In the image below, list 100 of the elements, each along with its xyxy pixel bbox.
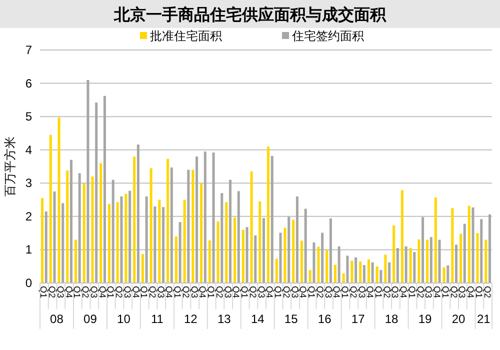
chart-title: 北京一手商品住宅供应面积与成交面积	[113, 5, 387, 24]
bar	[133, 156, 136, 283]
text: 09	[84, 312, 98, 326]
bar	[451, 208, 454, 283]
x-tick-label: Q2	[281, 286, 292, 298]
bar	[145, 196, 148, 283]
x-tick-label: Q3	[323, 286, 334, 298]
bar	[112, 180, 114, 283]
bar	[292, 220, 295, 283]
text: 17	[351, 312, 366, 326]
bar	[296, 196, 298, 283]
text: 19	[418, 312, 432, 326]
x-tick-label: Q2	[448, 286, 459, 298]
bar	[354, 257, 358, 283]
x-tick-label: Q2	[180, 286, 191, 298]
bar	[438, 240, 441, 283]
x-tick-label: Q1	[374, 286, 384, 298]
text: 13	[217, 312, 232, 326]
text: 14	[250, 312, 265, 326]
bar	[413, 252, 416, 283]
bar	[321, 232, 324, 283]
bar	[312, 242, 316, 283]
x-tick-label: Q2	[148, 286, 158, 298]
bar	[300, 240, 303, 283]
x-tick-label: Q3	[189, 286, 200, 298]
bar	[95, 102, 98, 283]
bar	[212, 152, 215, 283]
bar	[329, 218, 332, 283]
bar	[91, 176, 94, 283]
legend-label: 批准住宅面积	[150, 29, 222, 43]
bar	[220, 193, 224, 283]
bar	[229, 180, 232, 283]
bar	[74, 240, 77, 283]
bar	[262, 218, 265, 283]
text: 11	[150, 312, 164, 326]
text: 18	[384, 312, 399, 326]
bar	[446, 265, 450, 283]
x-tick-label: Q3	[156, 286, 166, 298]
bar	[434, 197, 437, 283]
x-tick-label: Q1	[440, 286, 450, 298]
bar	[308, 270, 312, 283]
bar	[463, 224, 466, 283]
x-tick-label: Q2	[415, 286, 426, 298]
text: 12	[184, 312, 198, 326]
bar	[342, 273, 345, 283]
bar	[422, 217, 424, 283]
bar	[334, 264, 336, 283]
bar	[234, 217, 236, 283]
text: 16	[318, 312, 332, 326]
x-tick-label: Q4	[130, 286, 141, 298]
x-tick-label: Q3	[55, 286, 66, 298]
x-tick-label: Q3	[290, 286, 300, 298]
bar	[136, 144, 140, 283]
bar	[53, 191, 56, 283]
bar	[124, 194, 128, 283]
bar	[418, 239, 420, 283]
y-tick-label: 2	[25, 209, 32, 224]
bar	[196, 156, 198, 283]
text: 21	[476, 312, 491, 326]
bar	[460, 234, 462, 283]
bar	[488, 214, 491, 283]
bar	[246, 227, 248, 283]
x-tick-label: Q3	[256, 286, 266, 298]
bar	[49, 134, 52, 283]
y-tick-label: 1	[25, 242, 32, 257]
bar	[158, 200, 161, 283]
bar	[468, 206, 470, 283]
bar	[270, 156, 274, 283]
bar	[376, 266, 378, 283]
bar	[192, 170, 194, 283]
x-tick-label: Q2	[314, 286, 325, 298]
x-tick-label: Q3	[88, 286, 99, 298]
bar	[384, 254, 387, 283]
bar	[338, 246, 340, 283]
bar	[44, 211, 48, 283]
bar	[442, 267, 446, 283]
y-axis-title: 百万平方米	[3, 136, 17, 196]
bar	[346, 256, 349, 283]
bar	[359, 261, 362, 283]
text: 20	[452, 312, 466, 326]
bar	[409, 248, 412, 283]
bar	[367, 259, 370, 283]
legend-label: 住宅签约面积	[291, 29, 364, 43]
bar	[225, 202, 228, 283]
y-tick-label: 0	[25, 276, 32, 290]
y-tick-label: 3	[25, 176, 32, 190]
bar	[82, 183, 86, 283]
x-tick-label: Q4	[64, 286, 74, 298]
bar	[472, 207, 474, 283]
bar	[170, 168, 173, 283]
y-tick-label: 5	[25, 110, 32, 124]
bar	[242, 230, 244, 283]
bar	[166, 158, 170, 283]
bar	[70, 160, 72, 283]
bar	[66, 170, 69, 283]
bar	[388, 262, 391, 283]
bar	[103, 96, 106, 283]
bar	[208, 240, 211, 283]
bar	[86, 80, 90, 283]
bar	[304, 208, 307, 283]
